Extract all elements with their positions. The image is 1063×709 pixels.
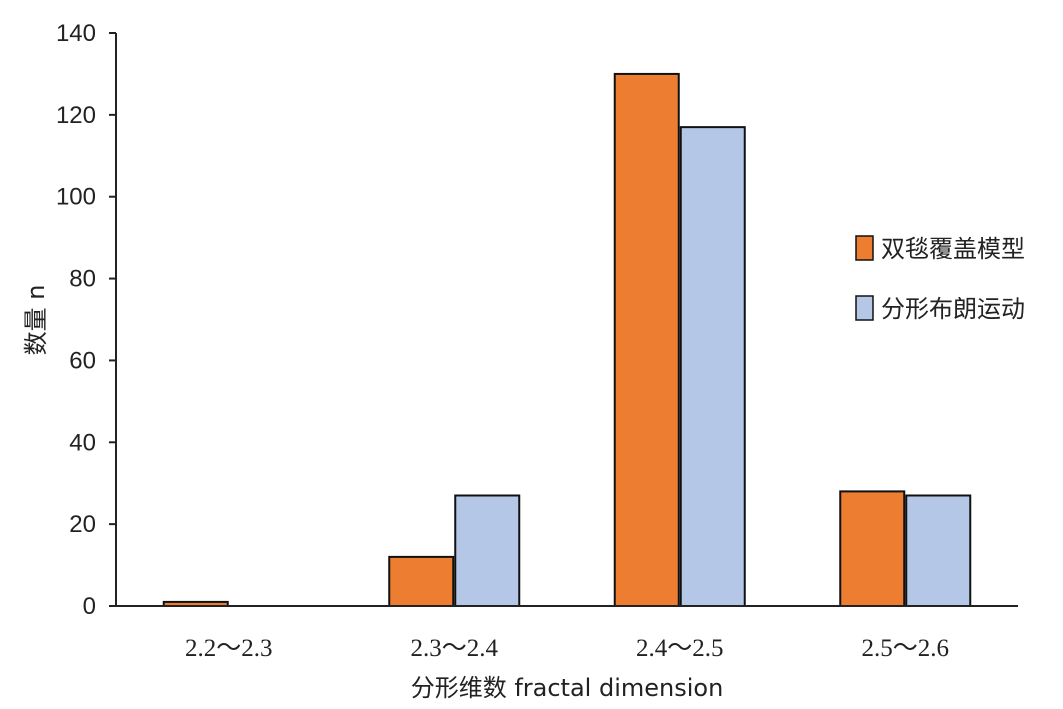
legend-swatch <box>855 235 874 261</box>
y-tick-label: 40 <box>69 429 96 456</box>
x-axis-category-labels: 2.2～2.3 2.3～2.4 2.4～2.5 2.5～2.6 <box>185 635 949 662</box>
bar-series1 <box>388 555 455 608</box>
bar-series2 <box>454 494 521 607</box>
bar-series1 <box>839 490 906 607</box>
y-axis-title: 数量 n <box>22 285 50 356</box>
bar-series2 <box>905 494 972 607</box>
y-tick-label: 80 <box>69 266 96 293</box>
y-tick-label: 20 <box>69 511 96 538</box>
y-tick-label: 120 <box>56 102 96 129</box>
bar-series2 <box>679 126 746 607</box>
y-axis-ticks: 0 20 40 60 80 100 120 140 <box>56 20 116 620</box>
legend-label: 双毯覆盖模型 <box>881 235 1025 263</box>
x-tick-label: 2.3～2.4 <box>410 635 498 662</box>
x-tick-label: 2.5～2.6 <box>861 635 949 662</box>
y-tick-label: 100 <box>56 184 96 211</box>
x-tick-label: 2.4～2.5 <box>636 635 724 662</box>
y-tick-label: 140 <box>56 20 96 47</box>
x-axis-title: 分形维数 fractal dimension <box>411 674 724 702</box>
bars-group <box>162 72 972 608</box>
y-tick-label: 60 <box>69 347 96 374</box>
legend-label: 分形布朗运动 <box>881 295 1025 323</box>
y-tick-label: 0 <box>83 593 96 620</box>
legend-swatch <box>855 295 874 321</box>
x-tick-label: 2.2～2.3 <box>185 635 273 662</box>
bar-series1 <box>613 72 680 607</box>
